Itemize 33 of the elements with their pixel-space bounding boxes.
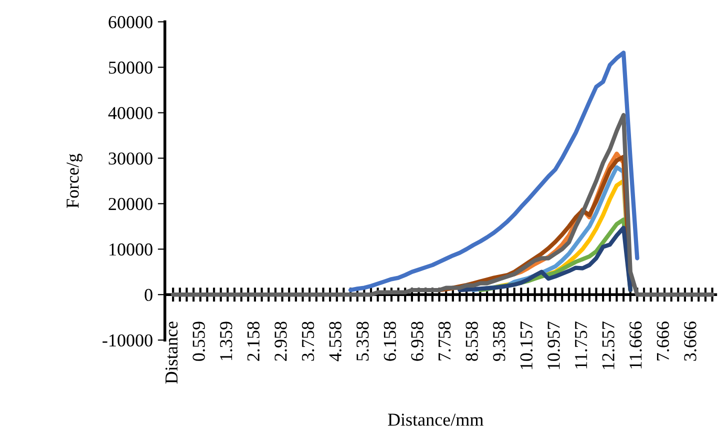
x-tick-label: 3.758 xyxy=(302,322,314,361)
x-tick-label: Distance xyxy=(165,322,178,384)
x-tick-label: 1.359 xyxy=(220,322,232,360)
x-tick-label: 11.666 xyxy=(630,322,642,368)
y-tick-label: 40000 xyxy=(108,106,152,120)
x-tick-label: 2.958 xyxy=(274,322,287,361)
x-tick-label: 7.758 xyxy=(438,322,451,360)
x-tick-label: 6.158 xyxy=(384,322,396,361)
y-tick-label: 10000 xyxy=(110,243,152,256)
x-tick-label: 4.558 xyxy=(329,322,342,362)
x-tick-label: 2.158 xyxy=(247,322,260,361)
y-tick-label: 60000 xyxy=(108,16,152,28)
y-tick-label: 50000 xyxy=(108,62,152,74)
y-tick-label: 0 xyxy=(144,288,152,302)
x-tick-label: 0.559 xyxy=(192,322,205,361)
x-tick-label: 3.666 xyxy=(684,322,696,361)
y-axis-title: Force/g xyxy=(66,154,82,208)
x-tick-label: 8.558 xyxy=(466,322,478,361)
x-tick-label: 6.958 xyxy=(411,322,424,361)
line-series xyxy=(348,50,640,292)
x-tick-label: 5.358 xyxy=(356,322,369,361)
x-tick-label: 10.157 xyxy=(520,322,533,370)
x-axis-title: Distance/mm xyxy=(388,414,484,426)
x-tick-label: 12.557 xyxy=(602,322,614,370)
x-tick-label: 10.957 xyxy=(548,322,560,370)
y-tick-label: -10000 xyxy=(102,334,152,347)
y-tick-label: 20000 xyxy=(108,198,152,210)
line-series xyxy=(458,226,632,292)
x-tick-label: 7.666 xyxy=(656,322,670,360)
y-tick-label: 30000 xyxy=(108,152,152,165)
x-tick-label: 9.358 xyxy=(493,322,506,362)
line-series xyxy=(170,112,714,297)
x-tick-label: 11.757 xyxy=(575,322,588,368)
